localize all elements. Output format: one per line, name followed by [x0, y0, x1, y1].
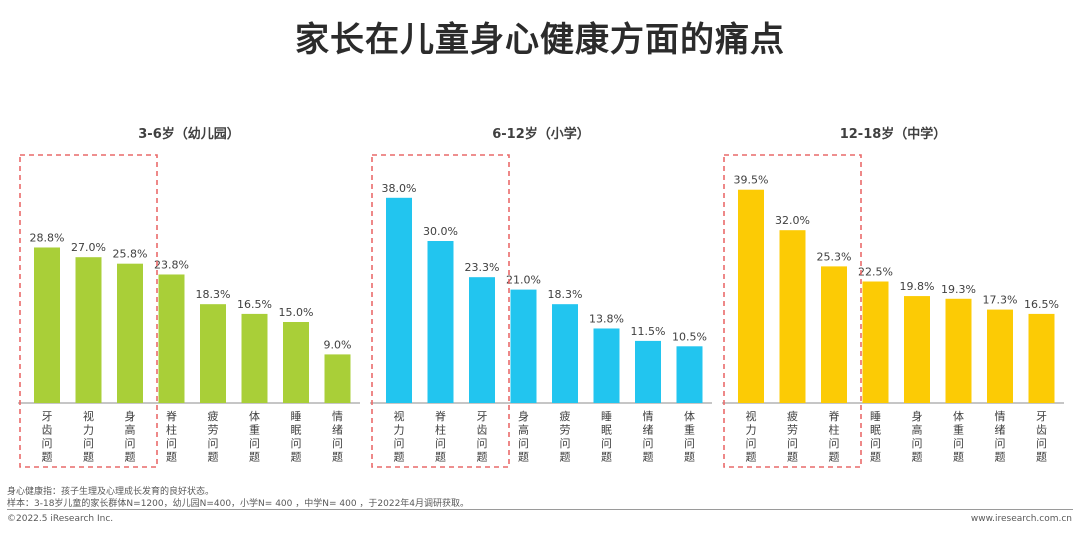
data-label: 30.0%: [423, 225, 458, 238]
bar: [427, 241, 454, 403]
data-label: 16.5%: [1024, 298, 1059, 311]
chart-title: 12-18岁（中学）: [840, 126, 947, 142]
bar: [117, 263, 143, 403]
bar: [75, 257, 102, 403]
copyright: ©2022.5 iResearch Inc.: [7, 514, 114, 524]
bar: [158, 274, 185, 403]
highlight-box: [723, 154, 862, 468]
data-label: 39.5%: [734, 174, 769, 187]
bar: [738, 189, 764, 403]
category-label: 视力问题: [394, 409, 405, 464]
data-label: 38.0%: [382, 182, 417, 195]
category-label: 视力问题: [746, 409, 757, 464]
footer-divider: [7, 509, 1073, 510]
data-label: 11.5%: [631, 325, 666, 338]
data-label: 23.8%: [154, 258, 189, 271]
data-label: 27.0%: [71, 241, 106, 254]
category-label: 身高问题: [912, 409, 923, 464]
data-label: 18.3%: [196, 288, 231, 301]
bar: [34, 247, 60, 403]
highlight-box: [371, 154, 510, 468]
category-label: 体重问题: [953, 409, 964, 464]
bar: [862, 281, 889, 403]
bar: [821, 266, 847, 403]
sample-note: 样本：3-18岁儿童的家长群体N=1200，幼儿园N=400，小学N= 400 …: [7, 499, 470, 509]
bar: [593, 328, 620, 403]
bar: [904, 296, 930, 403]
bar: [386, 197, 412, 403]
data-label: 13.8%: [589, 312, 624, 325]
category-label: 身高问题: [518, 409, 529, 464]
page-title: 家长在儿童身心健康方面的痛点: [295, 20, 785, 60]
data-label: 9.0%: [324, 338, 352, 351]
data-label: 19.8%: [900, 280, 935, 293]
category-label: 疲劳问题: [560, 409, 571, 464]
category-label: 疲劳问题: [787, 409, 798, 464]
data-label: 18.3%: [548, 288, 583, 301]
chart-title: 3-6岁（幼儿园）: [138, 126, 240, 142]
bar: [283, 322, 309, 403]
category-label: 脊柱问题: [829, 409, 840, 464]
data-label: 22.5%: [858, 266, 893, 279]
bar: [324, 354, 351, 403]
highlight-box: [19, 154, 158, 468]
category-label: 疲劳问题: [208, 409, 219, 464]
data-label: 25.3%: [817, 250, 852, 263]
category-label: 脊柱问题: [435, 409, 446, 464]
category-label: 情绪问题: [332, 410, 343, 464]
bar: [510, 289, 537, 403]
category-label: 牙齿问题: [477, 410, 488, 464]
website: www.iresearch.com.cn: [970, 514, 1072, 524]
category-label: 睡眠问题: [601, 410, 612, 464]
category-label: 情绪问题: [643, 410, 654, 464]
category-label: 脊柱问题: [166, 409, 177, 464]
data-label: 25.8%: [113, 248, 148, 261]
data-label: 17.3%: [983, 294, 1018, 307]
bar: [469, 277, 495, 403]
category-label: 身高问题: [125, 409, 136, 464]
bar: [241, 313, 268, 403]
data-label: 10.5%: [672, 330, 707, 343]
data-label: 23.3%: [465, 261, 500, 274]
bar: [945, 298, 972, 403]
data-label: 32.0%: [775, 214, 810, 227]
category-label: 牙齿问题: [42, 410, 53, 464]
category-label: 睡眠问题: [291, 410, 302, 464]
data-label: 28.8%: [30, 231, 65, 244]
bar: [779, 230, 806, 403]
bar: [552, 304, 578, 403]
definition-note: 身心健康指：孩子生理及心理成长发育的良好状态。: [7, 487, 215, 497]
bar: [676, 346, 703, 403]
data-label: 16.5%: [237, 298, 272, 311]
category-label: 体重问题: [249, 409, 260, 464]
chart-title: 6-12岁（小学）: [492, 126, 590, 142]
bar: [200, 304, 226, 403]
category-label: 视力问题: [83, 409, 94, 464]
bar: [635, 340, 661, 403]
category-label: 情绪问题: [995, 410, 1006, 464]
data-label: 21.0%: [506, 274, 541, 287]
category-label: 体重问题: [684, 409, 695, 464]
data-label: 19.3%: [941, 283, 976, 296]
bar: [987, 309, 1013, 403]
category-label: 睡眠问题: [870, 410, 881, 464]
category-label: 牙齿问题: [1036, 410, 1047, 464]
data-label: 15.0%: [279, 306, 314, 319]
bar: [1028, 313, 1055, 403]
